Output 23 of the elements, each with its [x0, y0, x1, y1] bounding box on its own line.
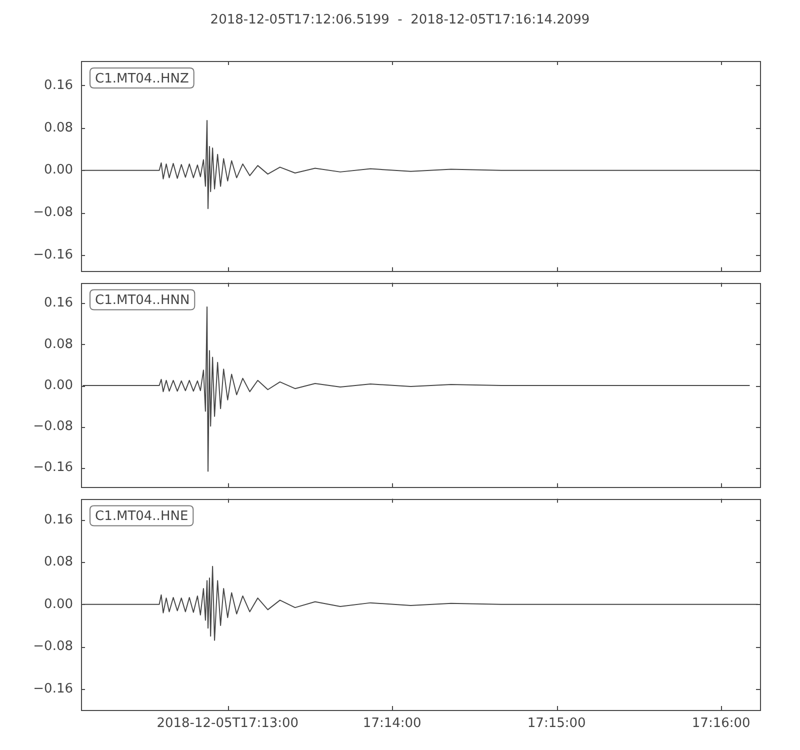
x-tick-label: 17:15:00	[527, 716, 586, 732]
x-tick-label: 17:14:00	[362, 716, 422, 732]
x-tick-label: 17:16:00	[692, 716, 750, 732]
y-tick-label: 0.08	[44, 554, 73, 570]
y-tick-label: −0.16	[33, 681, 73, 696]
y-tick-label: −0.08	[33, 418, 73, 434]
annotation: C1.MT04..HNN	[95, 293, 190, 308]
chart-title: 2018-12-05T17:12:06.5199 - 2018-12-05T17:16:14.2099	[210, 12, 590, 28]
y-tick-label: −0.08	[33, 205, 73, 220]
y-tick-label: −0.16	[33, 460, 73, 476]
y-tick-label: 0.16	[44, 296, 73, 311]
x-tick-label: 2018-12-05T17:13:00	[156, 716, 299, 732]
y-tick-label: 0.08	[44, 336, 73, 352]
y-tick-label: 0.16	[44, 512, 73, 528]
y-tick-label: 0.00	[44, 378, 73, 393]
annotation: C1.MT04..HNE	[95, 509, 188, 524]
y-tick-label: 0.16	[44, 78, 73, 93]
y-tick-label: 0.08	[44, 120, 73, 136]
annotation: C1.MT04..HNZ	[95, 71, 189, 86]
y-tick-label: −0.16	[33, 248, 73, 263]
y-tick-label: 0.00	[44, 162, 73, 178]
y-tick-label: −0.08	[33, 639, 73, 654]
y-tick-label: 0.00	[44, 596, 73, 612]
